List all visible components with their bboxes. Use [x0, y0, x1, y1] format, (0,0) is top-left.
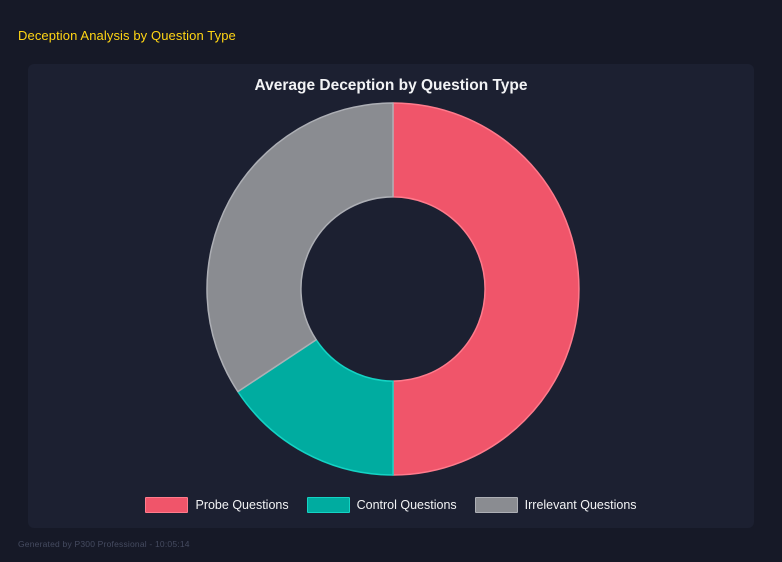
- page-title: Deception Analysis by Question Type: [18, 28, 236, 43]
- legend-swatch-probe: [145, 497, 189, 513]
- legend-label: Irrelevant Questions: [524, 498, 637, 512]
- generated-by-note: Generated by P300 Professional - 10:05:1…: [18, 539, 190, 549]
- chart-panel: Average Deception by Question Type Probe…: [28, 64, 754, 528]
- donut-chart[interactable]: [193, 89, 593, 489]
- legend-item-control-questions[interactable]: Control Questions: [306, 497, 457, 513]
- legend-item-probe-questions[interactable]: Probe Questions: [145, 497, 289, 513]
- legend-label: Probe Questions: [195, 498, 289, 512]
- legend-swatch-control: [306, 497, 350, 513]
- chart-title: Average Deception by Question Type: [254, 77, 528, 94]
- chart-legend: Probe Questions Control Questions Irrele…: [28, 497, 754, 513]
- slice-irrelevant-questions[interactable]: [206, 102, 394, 393]
- slice-probe-questions[interactable]: [392, 102, 580, 476]
- legend-item-irrelevant-questions[interactable]: Irrelevant Questions: [474, 497, 637, 513]
- legend-label: Control Questions: [356, 498, 457, 512]
- legend-swatch-irrelevant: [474, 497, 518, 513]
- slice-control-questions[interactable]: [237, 339, 394, 476]
